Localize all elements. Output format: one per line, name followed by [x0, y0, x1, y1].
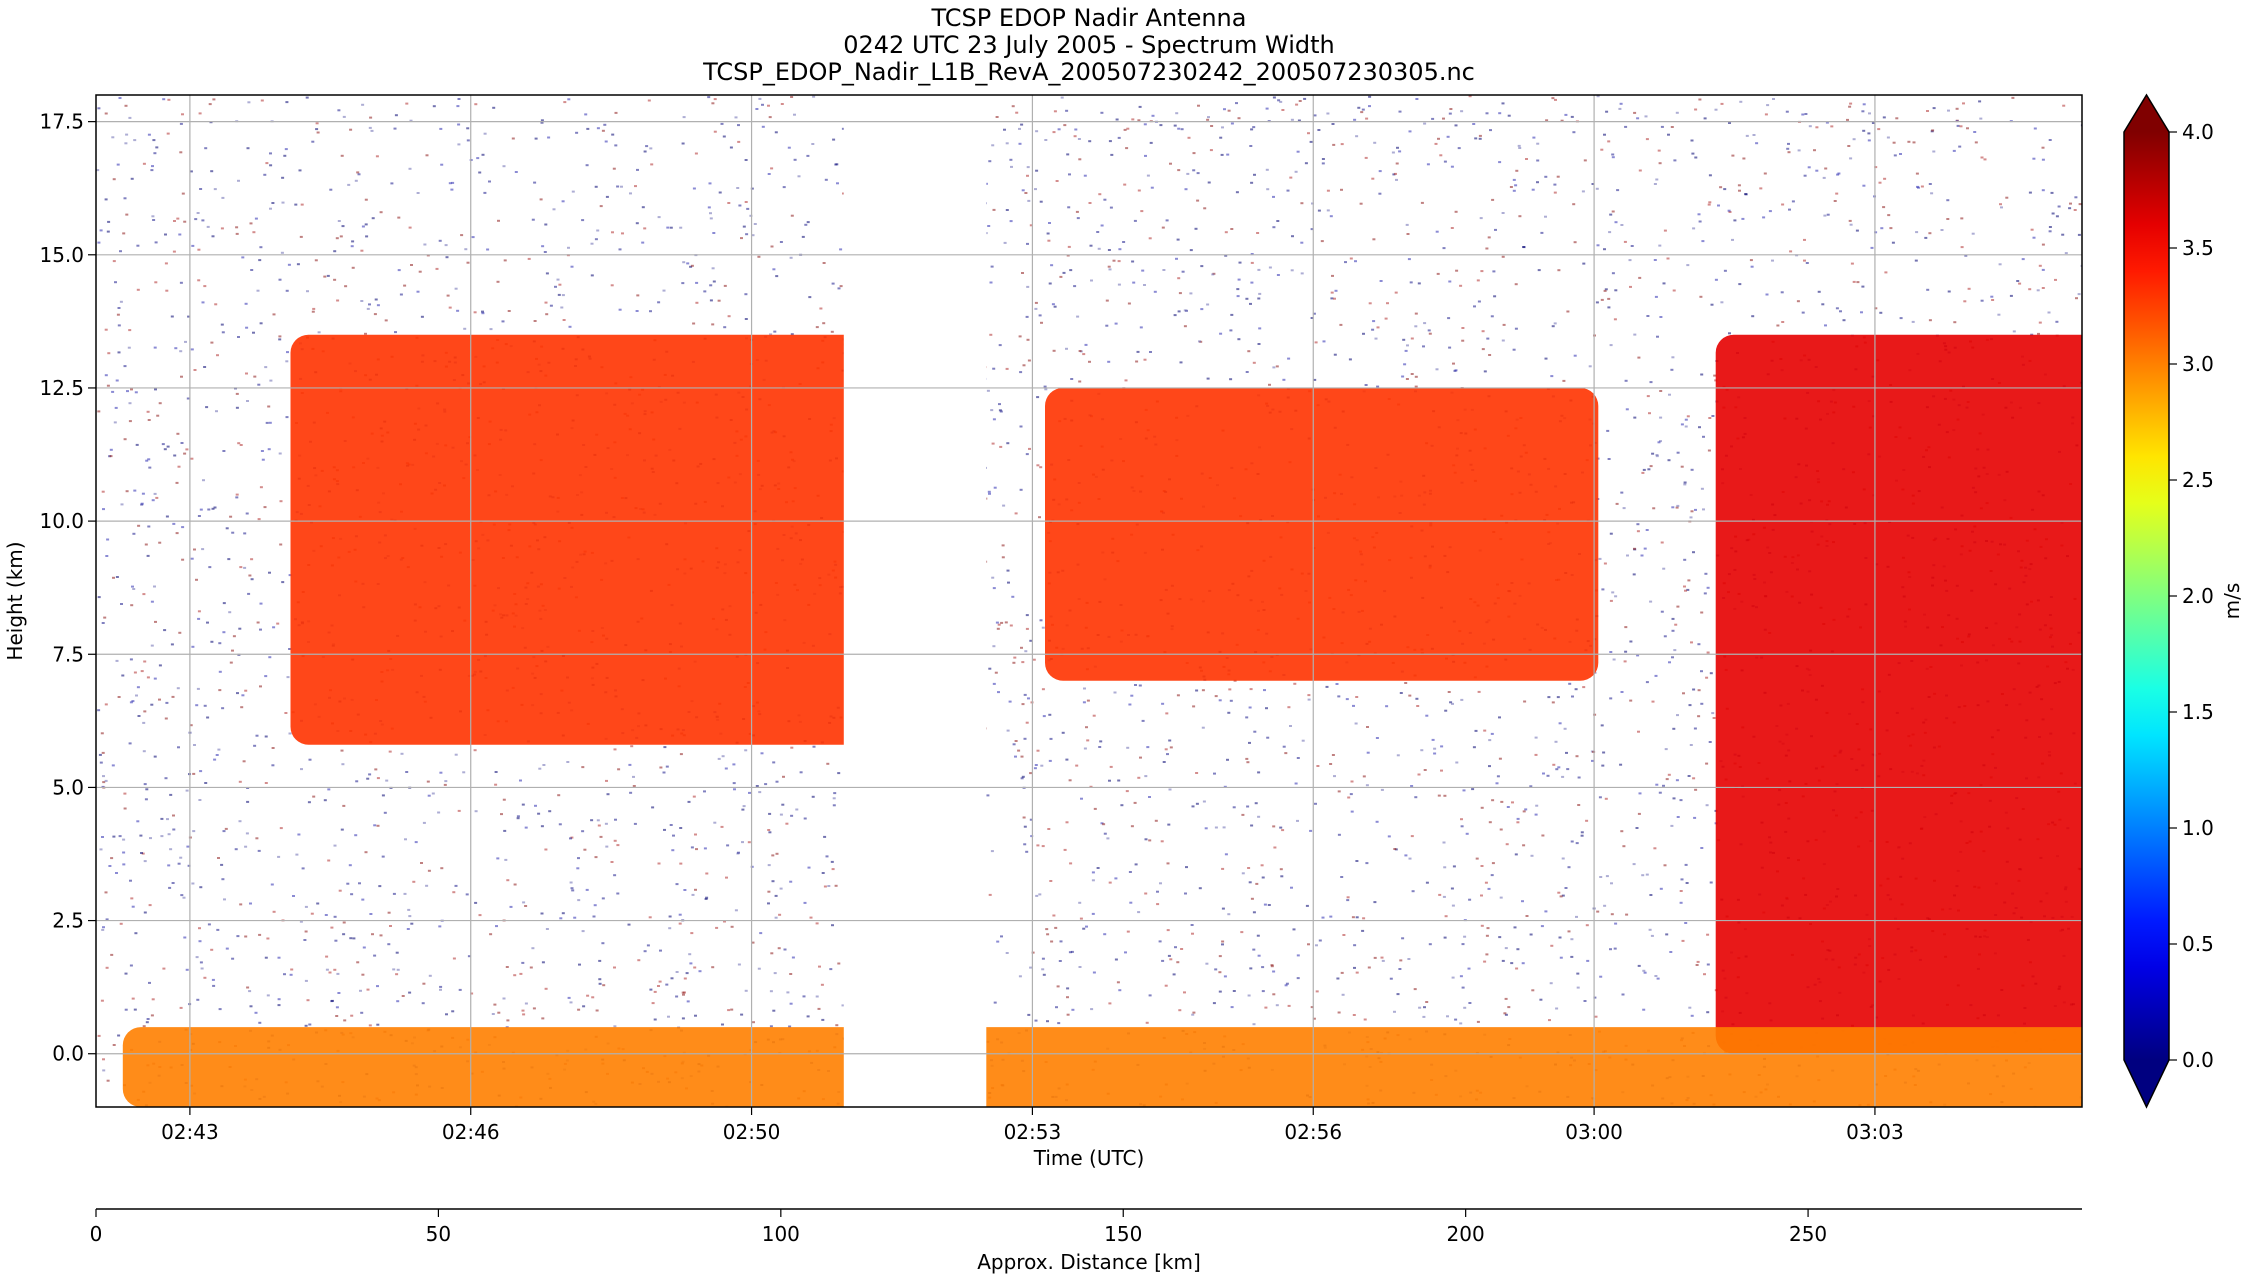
colorbar-tick-label: 3.5 — [2182, 236, 2214, 260]
plot-frame — [95, 94, 2083, 1108]
x-tick-label: 02:43 — [161, 1120, 219, 1144]
colorbar-tick-label: 4.0 — [2182, 120, 2214, 144]
y-tick-label: 5.0 — [52, 775, 84, 799]
title-line-2: 0242 UTC 23 July 2005 - Spectrum Width — [843, 31, 1335, 59]
colorbar-ticks: 0.0 0.5 1.0 1.5 2.0 2.5 3.0 3.5 4.0 — [2169, 120, 2214, 1072]
x-tick-label: 02:46 — [442, 1120, 500, 1144]
x2-tick-label: 0 — [90, 1222, 103, 1246]
x-tick-label: 03:00 — [1565, 1120, 1623, 1144]
colorbar-tick-label: 3.0 — [2182, 352, 2214, 376]
secondary-x-axis-label: Approx. Distance [km] — [977, 1250, 1201, 1274]
x-tick-label: 02:50 — [723, 1120, 781, 1144]
colorbar-min-extension — [2124, 1060, 2169, 1107]
x-tick-label: 02:56 — [1284, 1120, 1342, 1144]
y-axis-label: Height (km) — [3, 541, 27, 660]
echo-region-1 — [290, 334, 928, 745]
echo-layer — [122, 334, 2082, 1107]
colorbar-tick-label: 0.5 — [2182, 932, 2214, 956]
y-tick-label: 0.0 — [52, 1042, 84, 1066]
y-tick-label: 15.0 — [39, 243, 84, 267]
y-axis-ticks: 0.0 2.5 5.0 7.5 10.0 12.5 15.0 17.5 — [39, 110, 96, 1066]
x-tick-label: 03:03 — [1846, 1120, 1904, 1144]
echo-region-2 — [1045, 387, 1599, 681]
x2-tick-label: 100 — [762, 1222, 800, 1246]
x-axis-label: Time (UTC) — [1033, 1146, 1145, 1170]
colorbar-max-extension — [2124, 95, 2169, 132]
data-gap — [843, 95, 987, 1107]
y-tick-label: 7.5 — [52, 642, 84, 666]
y-tick-label: 2.5 — [52, 909, 84, 933]
x2-tick-label: 150 — [1104, 1222, 1142, 1246]
colorbar-tick-label: 1.5 — [2182, 700, 2214, 724]
colorbar-tick-label: 1.0 — [2182, 816, 2214, 840]
echo-region-4 — [122, 1027, 2082, 1107]
echo-region-3 — [1715, 334, 2082, 1054]
y-tick-label: 17.5 — [39, 110, 84, 134]
secondary-x-axis-ticks: 0 50 100 150 200 250 — [90, 1209, 1827, 1246]
x2-tick-label: 50 — [426, 1222, 451, 1246]
title-line-3: TCSP_EDOP_Nadir_L1B_RevA_200507230242_20… — [702, 58, 1475, 86]
y-tick-label: 12.5 — [39, 376, 84, 400]
x-tick-label: 02:53 — [1004, 1120, 1062, 1144]
title-line-1: TCSP EDOP Nadir Antenna — [931, 4, 1247, 32]
colorbar: 0.0 0.5 1.0 1.5 2.0 2.5 3.0 3.5 4.0 m/s — [2123, 93, 2244, 1109]
x2-tick-label: 200 — [1447, 1222, 1485, 1246]
chart-title: TCSP EDOP Nadir Antenna 0242 UTC 23 July… — [702, 4, 1475, 86]
colorbar-label: m/s — [2220, 583, 2244, 620]
colorbar-tick-label: 2.5 — [2182, 468, 2214, 492]
colorbar-tick-label: 0.0 — [2182, 1048, 2214, 1072]
y-tick-label: 10.0 — [39, 509, 84, 533]
x2-tick-label: 250 — [1789, 1222, 1827, 1246]
plot-area — [96, 95, 2082, 1107]
colorbar-body — [2124, 132, 2169, 1060]
colorbar-tick-label: 2.0 — [2182, 584, 2214, 608]
grid-lines — [96, 95, 2082, 1107]
x-axis-ticks: 02:43 02:46 02:50 02:53 02:56 03:00 03:03 — [161, 1107, 1904, 1144]
